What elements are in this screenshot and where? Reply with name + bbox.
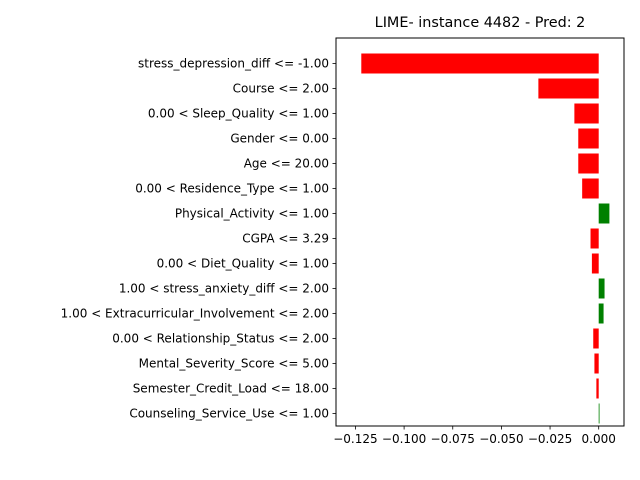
- y-tick-label: Physical_Activity <= 1.00: [175, 207, 329, 221]
- y-tick-label: Mental_Severity_Score <= 5.00: [139, 357, 329, 371]
- y-tick-label: Course <= 2.00: [233, 82, 329, 96]
- x-tick-label: −0.075: [431, 432, 475, 446]
- x-ticks: −0.125 −0.100 −0.075 −0.050 −0.025 0.000: [333, 426, 616, 446]
- y-tick-label: Semester_Credit_Load <= 18.00: [133, 382, 329, 396]
- x-tick-label: 0.000: [582, 432, 616, 446]
- y-tick-labels: stress_depression_diff <= -1.00 Course <=…: [61, 57, 336, 421]
- x-tick-label: −0.050: [479, 432, 523, 446]
- bar-5: [582, 178, 599, 199]
- chart-title: LIME- instance 4482 - Pred: 2: [375, 15, 586, 31]
- bar-6: [598, 203, 610, 224]
- bar-0: [361, 53, 599, 74]
- bar-12: [594, 353, 599, 374]
- y-tick-label: Gender <= 0.00: [230, 132, 329, 146]
- bar-1: [538, 78, 599, 99]
- y-tick-label: 1.00 < Extracurricular_Involvement <= 2.…: [61, 307, 329, 321]
- y-tick-label: 1.00 < stress_anxiety_diff <= 2.00: [119, 282, 329, 296]
- bar-14: [598, 403, 600, 424]
- y-tick-label: 0.00 < Sleep_Quality <= 1.00: [148, 107, 329, 121]
- y-tick-label: Age <= 20.00: [244, 157, 329, 171]
- bar-13: [596, 378, 599, 399]
- y-tick-label: Counseling_Service_Use <= 1.00: [129, 407, 329, 421]
- bar-10: [598, 303, 604, 324]
- x-tick-label: −0.100: [382, 432, 426, 446]
- y-tick-label: 0.00 < Residence_Type <= 1.00: [135, 182, 329, 196]
- y-tick-label: 0.00 < Diet_Quality <= 1.00: [157, 257, 329, 271]
- bar-11: [593, 328, 599, 349]
- plot-frame: [335, 37, 625, 427]
- x-tick-label: −0.025: [528, 432, 572, 446]
- x-tick-label: −0.125: [333, 432, 377, 446]
- bar-8: [591, 253, 599, 274]
- bar-4: [578, 153, 599, 174]
- bar-2: [574, 103, 599, 124]
- bar-3: [578, 128, 599, 149]
- bars-group: [361, 53, 610, 424]
- bar-7: [590, 228, 599, 249]
- y-tick-label: 0.00 < Relationship_Status <= 2.00: [112, 332, 329, 346]
- y-tick-label: stress_depression_diff <= -1.00: [138, 57, 329, 71]
- bar-9: [598, 278, 605, 299]
- y-tick-label: CGPA <= 3.29: [242, 232, 329, 246]
